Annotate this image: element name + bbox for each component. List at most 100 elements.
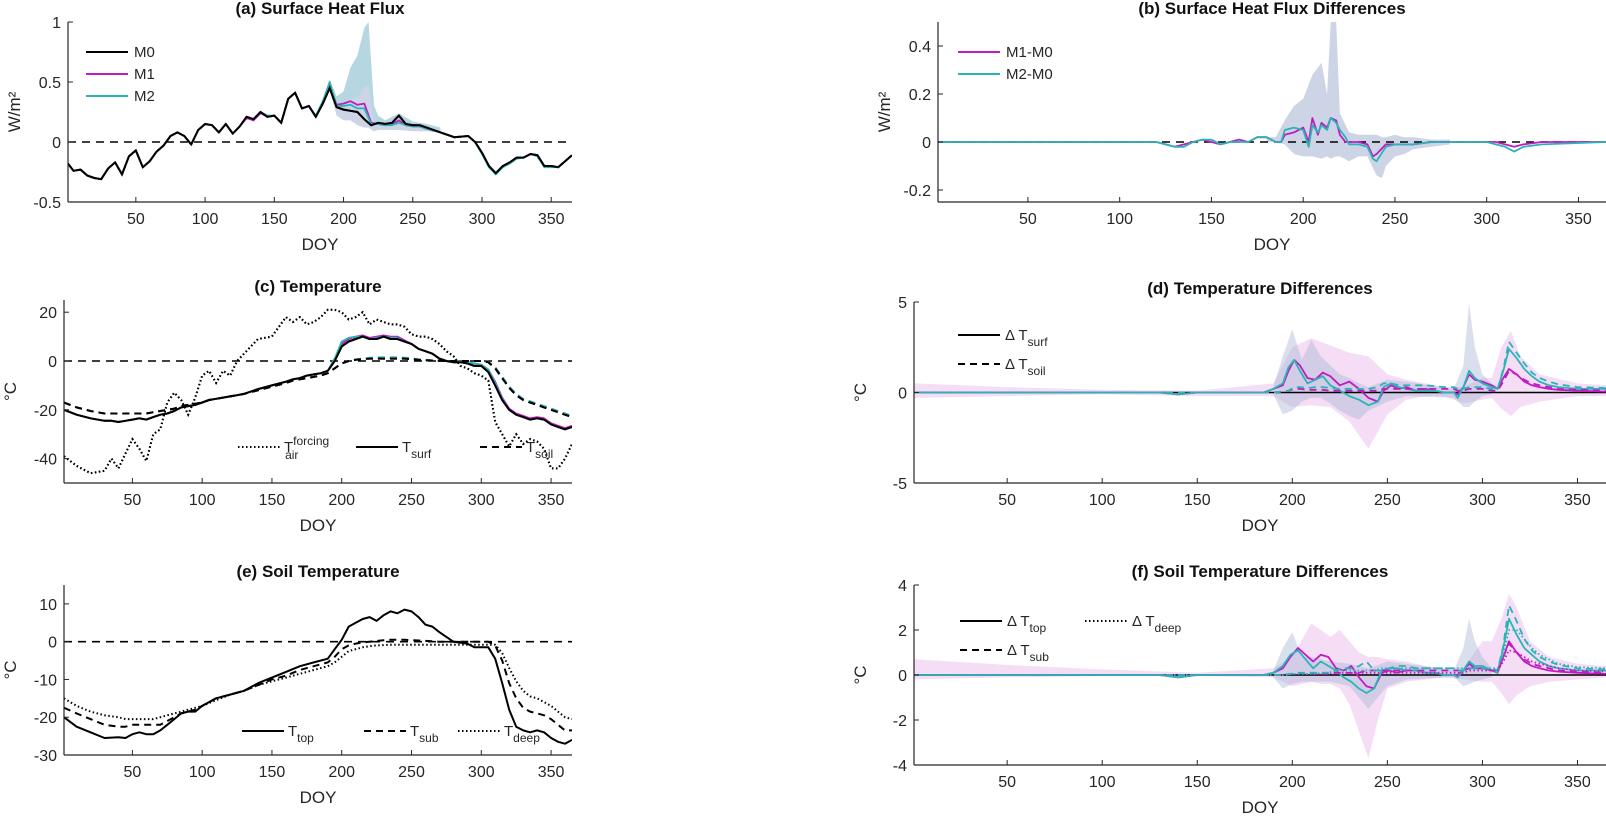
panel-title: (d) Temperature Differences bbox=[1147, 279, 1372, 298]
x-tick-label: 350 bbox=[1564, 774, 1591, 791]
x-tick-label: 300 bbox=[1469, 492, 1496, 509]
series-line-m0-top bbox=[64, 335, 572, 431]
legend-label-dtsoil: Δ Tsoil bbox=[1005, 356, 1046, 378]
uncertainty-band bbox=[1266, 22, 1450, 178]
legend-label-m2: M2 bbox=[134, 88, 155, 105]
x-tick-label: 200 bbox=[1290, 211, 1317, 228]
legend: Δ Tsurf Δ Tsoil bbox=[958, 327, 1048, 378]
legend-label-dtsurf: Δ Tsurf bbox=[1005, 327, 1048, 349]
x-tick-label: 350 bbox=[538, 492, 565, 509]
plot-area bbox=[938, 22, 1606, 178]
x-tick-label: 250 bbox=[1374, 774, 1401, 791]
y-tick-label: 0 bbox=[48, 354, 57, 371]
y-tick-label: 0.5 bbox=[39, 75, 61, 92]
uncertainty-band bbox=[914, 331, 1606, 449]
x-tick-label: 50 bbox=[998, 492, 1016, 509]
x-tick-label: 150 bbox=[259, 492, 286, 509]
x-tick-label: 100 bbox=[189, 764, 216, 781]
x-tick-label: 200 bbox=[328, 492, 355, 509]
x-tick-label: 100 bbox=[1089, 492, 1116, 509]
legend-label-dttop: Δ Ttop bbox=[1007, 613, 1047, 635]
x-axis-label: DOY bbox=[1242, 516, 1279, 535]
plot-area bbox=[914, 594, 1606, 759]
legend-label: M2-M0 bbox=[1006, 66, 1053, 83]
y-tick-label: 20 bbox=[39, 305, 57, 322]
x-tick-label: 100 bbox=[1106, 211, 1133, 228]
y-axis-label: °C bbox=[1, 382, 20, 401]
legend-label-ttop: Ttop bbox=[288, 723, 314, 745]
y-tick-label: -5 bbox=[893, 476, 907, 493]
y-tick-label: 4 bbox=[898, 578, 907, 595]
series-line-t-sub bbox=[64, 638, 572, 732]
x-axis-label: DOY bbox=[1242, 798, 1279, 816]
x-tick-label: 50 bbox=[1019, 211, 1037, 228]
x-tick-label: 350 bbox=[1565, 211, 1592, 228]
y-axis-label: °C bbox=[1, 660, 20, 679]
x-tick-label: 300 bbox=[1469, 774, 1496, 791]
legend-label-tsurf: Tsurf bbox=[402, 439, 432, 461]
y-axis-label: °C bbox=[851, 665, 870, 684]
x-tick-label: 100 bbox=[1089, 774, 1116, 791]
y-tick-label: 0 bbox=[52, 135, 61, 152]
x-tick-label: 250 bbox=[399, 211, 426, 228]
series-line--t-soil-m2-m0 bbox=[914, 340, 1606, 394]
series-line-m0-top bbox=[64, 357, 572, 419]
y-tick-label: 0.2 bbox=[909, 87, 931, 104]
x-tick-label: 100 bbox=[192, 211, 219, 228]
legend-label-m0: M0 bbox=[134, 44, 155, 61]
y-tick-label: -40 bbox=[34, 452, 57, 469]
panel-c: 50 100 150 200 250 300 350 -40 -20 0 20 (c) Tempera… bbox=[1, 277, 572, 535]
y-tick-label: 0 bbox=[922, 135, 931, 152]
legend-label-tsub: Tsub bbox=[410, 723, 439, 745]
legend: Ttop Tsub Tdeep bbox=[242, 723, 540, 745]
series-line-m0-top bbox=[68, 85, 572, 181]
series-line-t-surf-m2 bbox=[64, 335, 572, 431]
x-tick-label: 150 bbox=[1184, 774, 1211, 791]
uncertainty-band bbox=[914, 594, 1606, 759]
y-tick-label: -0.2 bbox=[903, 183, 931, 200]
x-tick-label: 100 bbox=[189, 492, 216, 509]
legend: M1-M0 M2-M0 bbox=[958, 44, 1053, 83]
y-tick-label: 5 bbox=[898, 295, 907, 312]
y-axis-label: W/m² bbox=[5, 91, 24, 132]
legend-label-m1: M1 bbox=[134, 66, 155, 83]
x-tick-label: 50 bbox=[123, 492, 141, 509]
x-tick-label: 50 bbox=[123, 764, 141, 781]
y-axis-label: W/m² bbox=[875, 91, 894, 132]
legend-label: M1-M0 bbox=[1006, 44, 1053, 61]
y-tick-label: -10 bbox=[34, 672, 57, 689]
x-tick-label: 50 bbox=[127, 211, 145, 228]
x-tick-label: 300 bbox=[1473, 211, 1500, 228]
y-tick-label: -2 bbox=[893, 713, 907, 730]
legend-label-tsoil: Tsoil bbox=[526, 439, 553, 461]
series-line-t-deep bbox=[64, 643, 572, 721]
x-tick-label: 200 bbox=[1279, 774, 1306, 791]
legend-label-dtdeep: Δ Tdeep bbox=[1132, 613, 1182, 635]
legend-label-dtsub: Δ Tsub bbox=[1007, 642, 1049, 664]
uncertainty-band bbox=[1273, 618, 1492, 709]
series-line--t-deep-m2-m0 bbox=[914, 629, 1606, 676]
legend: Δ Ttop Δ Tdeep Δ Tsub bbox=[960, 613, 1182, 664]
series-line--t-deep-m1-m0 bbox=[914, 649, 1606, 676]
legend-label-tair-forcing: Tforcing air bbox=[284, 434, 329, 462]
y-tick-label: -20 bbox=[34, 710, 57, 727]
plot-area bbox=[64, 608, 572, 745]
x-tick-label: 250 bbox=[398, 764, 425, 781]
y-tick-label: 0 bbox=[48, 635, 57, 652]
plot-area bbox=[914, 303, 1606, 449]
y-tick-label: 2 bbox=[898, 623, 907, 640]
legend: M0 M1 M2 bbox=[86, 44, 155, 105]
x-tick-label: 250 bbox=[1382, 211, 1409, 228]
uncertainty-band bbox=[322, 22, 441, 133]
panel-d: 50 100 150 200 250 300 350 -5 0 5 (d) Temperature … bbox=[851, 279, 1606, 535]
y-tick-label: 0 bbox=[898, 668, 907, 685]
panel-title: (c) Temperature bbox=[254, 277, 381, 296]
x-tick-label: 350 bbox=[538, 211, 565, 228]
x-tick-label: 150 bbox=[259, 764, 286, 781]
x-tick-label: 350 bbox=[1564, 492, 1591, 509]
series-line-t-top bbox=[64, 608, 572, 745]
x-tick-label: 200 bbox=[330, 211, 357, 228]
x-tick-label: 250 bbox=[398, 492, 425, 509]
plot-area bbox=[64, 308, 572, 475]
